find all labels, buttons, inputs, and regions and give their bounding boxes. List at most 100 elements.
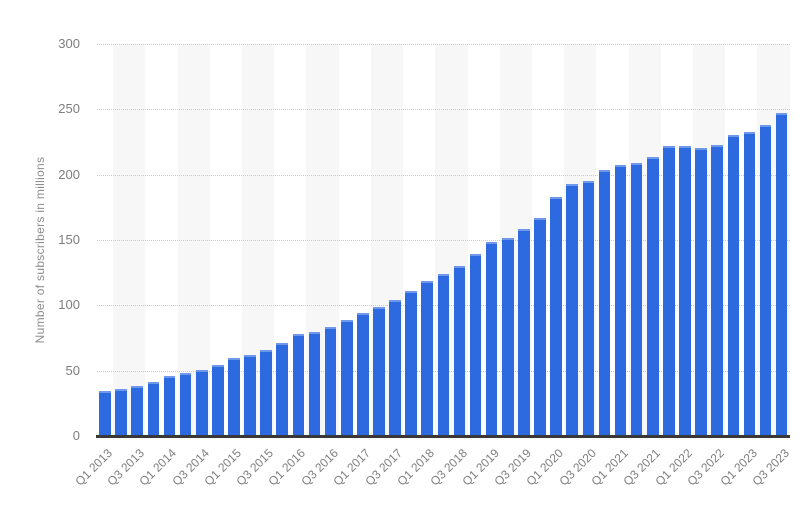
bar[interactable] bbox=[727, 134, 740, 436]
bar[interactable] bbox=[357, 312, 369, 436]
bar[interactable] bbox=[373, 306, 385, 436]
bar[interactable] bbox=[743, 132, 756, 436]
y-tick-label: 200 bbox=[58, 166, 80, 182]
bar-cell bbox=[645, 44, 661, 436]
bar[interactable] bbox=[695, 147, 707, 436]
bar[interactable] bbox=[308, 331, 321, 436]
bar[interactable] bbox=[389, 300, 401, 436]
bar-cell bbox=[435, 44, 451, 436]
bar[interactable] bbox=[340, 319, 353, 436]
y-tick-label: 100 bbox=[58, 297, 80, 313]
bar[interactable] bbox=[292, 334, 305, 436]
bar[interactable] bbox=[534, 217, 546, 436]
y-tick-label: 300 bbox=[58, 36, 80, 51]
bar[interactable] bbox=[179, 373, 192, 436]
bar[interactable] bbox=[244, 354, 256, 436]
x-axis-baseline bbox=[96, 435, 790, 438]
bar-cell bbox=[178, 44, 194, 436]
bar[interactable] bbox=[147, 381, 160, 436]
bar-cell bbox=[194, 44, 210, 436]
bar-cell bbox=[564, 44, 580, 436]
bar-cell bbox=[661, 44, 677, 436]
bar-cell bbox=[613, 44, 629, 436]
gridline bbox=[97, 109, 790, 111]
bar[interactable] bbox=[598, 169, 611, 436]
bar[interactable] bbox=[759, 124, 772, 436]
bar-cell bbox=[371, 44, 387, 436]
bar[interactable] bbox=[212, 364, 224, 436]
bar-cell bbox=[419, 44, 435, 436]
bar-cell bbox=[693, 44, 709, 436]
y-axis-tick-labels: 0 50 100 150 200 250 300 bbox=[0, 36, 80, 443]
bar[interactable] bbox=[453, 265, 466, 436]
bar[interactable] bbox=[550, 197, 562, 436]
bar[interactable] bbox=[421, 280, 434, 436]
y-tick-label: 150 bbox=[58, 232, 80, 247]
bar-cell bbox=[774, 44, 790, 436]
bar-cell bbox=[484, 44, 500, 436]
gridline bbox=[97, 174, 790, 176]
bar[interactable] bbox=[614, 164, 627, 436]
bar-cell bbox=[741, 44, 757, 436]
bar[interactable] bbox=[163, 375, 176, 436]
bar-cell bbox=[500, 44, 516, 436]
bar-cell bbox=[290, 44, 306, 436]
bar-cell bbox=[355, 44, 371, 436]
bar-cell bbox=[403, 44, 419, 436]
bar[interactable] bbox=[437, 273, 450, 436]
bar-cell bbox=[323, 44, 339, 436]
y-tick-label: 50 bbox=[65, 362, 80, 378]
bar-cell bbox=[451, 44, 467, 436]
y-tick-label: 0 bbox=[72, 428, 80, 443]
bar[interactable] bbox=[679, 146, 691, 436]
x-axis-tick-labels: Q1 2013 Q3 2013 Q1 2014 Q3 2014 Q1 2015 Q3 20… bbox=[73, 446, 792, 512]
bar-cell bbox=[306, 44, 322, 436]
bar-cell bbox=[226, 44, 242, 436]
plot-area bbox=[96, 44, 790, 438]
bar[interactable] bbox=[405, 291, 417, 436]
bar[interactable] bbox=[469, 254, 482, 436]
bar-cell bbox=[258, 44, 274, 436]
bars-layer bbox=[97, 44, 790, 436]
bar[interactable] bbox=[115, 389, 127, 436]
bar[interactable] bbox=[775, 113, 788, 436]
bar-cell bbox=[548, 44, 564, 436]
bar-cell bbox=[129, 44, 145, 436]
bar[interactable] bbox=[566, 183, 579, 436]
bar-cell bbox=[387, 44, 403, 436]
bar-cell bbox=[274, 44, 290, 436]
bar-cell bbox=[161, 44, 177, 436]
bar[interactable] bbox=[485, 241, 498, 436]
bar[interactable] bbox=[99, 391, 111, 436]
bar[interactable] bbox=[646, 156, 659, 436]
bar[interactable] bbox=[195, 369, 208, 436]
bar-cell bbox=[468, 44, 484, 436]
bar[interactable] bbox=[582, 181, 595, 436]
bar[interactable] bbox=[276, 343, 289, 436]
y-tick-label: 250 bbox=[58, 101, 80, 117]
bar-cell bbox=[580, 44, 596, 436]
bar[interactable] bbox=[131, 386, 144, 436]
bar-cell bbox=[629, 44, 645, 436]
bar[interactable] bbox=[663, 146, 675, 436]
bar-cell bbox=[757, 44, 773, 436]
bar[interactable] bbox=[630, 162, 643, 436]
bar[interactable] bbox=[711, 144, 724, 436]
bar-cell bbox=[339, 44, 355, 436]
bar-cell bbox=[516, 44, 532, 436]
bar-cell bbox=[709, 44, 725, 436]
gridline bbox=[97, 44, 790, 45]
gridline bbox=[97, 240, 790, 241]
bar-cell bbox=[596, 44, 612, 436]
bar[interactable] bbox=[518, 229, 530, 436]
bar-cell bbox=[725, 44, 741, 436]
bar-cell bbox=[210, 44, 226, 436]
bar-cell bbox=[113, 44, 129, 436]
bar-cell bbox=[97, 44, 113, 436]
bar[interactable] bbox=[324, 327, 337, 436]
bar[interactable] bbox=[228, 358, 240, 436]
bar-cell bbox=[677, 44, 693, 436]
bar[interactable] bbox=[501, 237, 514, 436]
bar[interactable] bbox=[260, 349, 272, 436]
